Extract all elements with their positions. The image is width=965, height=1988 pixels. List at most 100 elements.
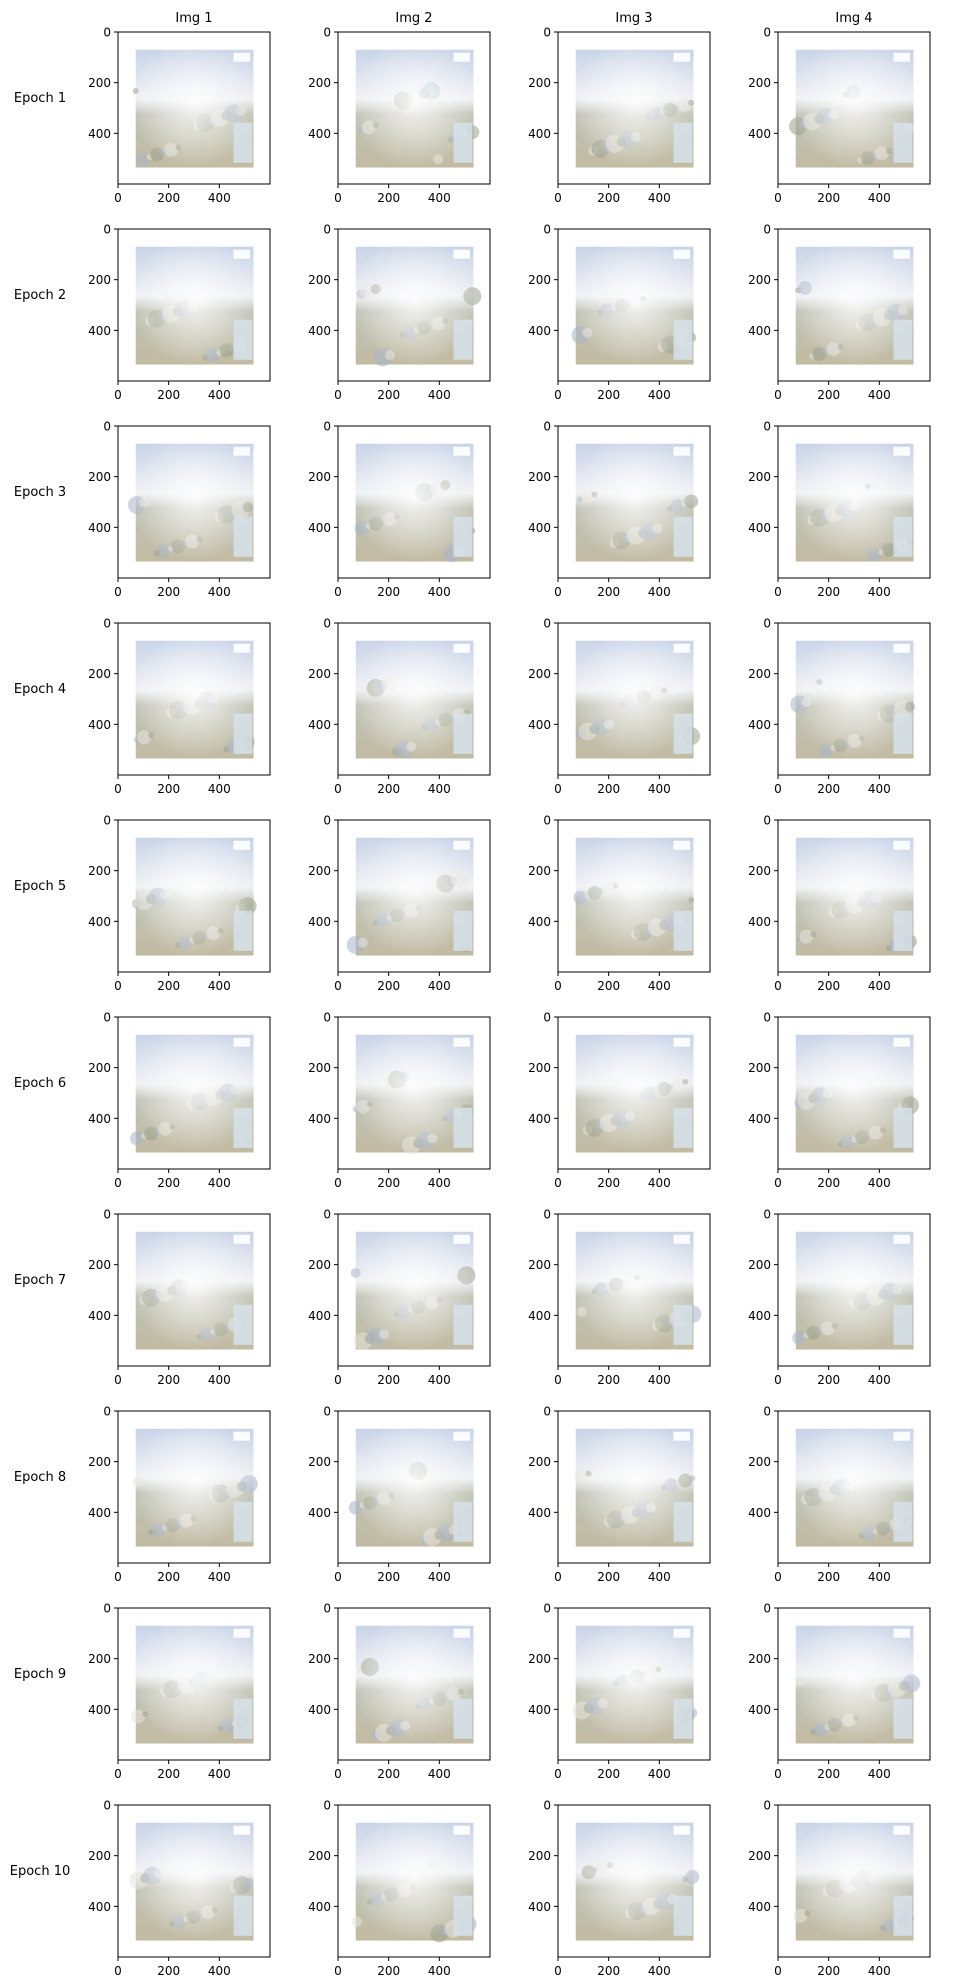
y-tick-label: 400 xyxy=(748,1703,771,1717)
x-tick-label: 200 xyxy=(817,388,840,402)
y-tick-label: 200 xyxy=(308,273,331,287)
generated-sample-image-icon xyxy=(575,49,695,168)
axes-frame xyxy=(557,622,711,776)
x-tick-label: 200 xyxy=(377,585,400,599)
sample-panel: 0 200 400 0 200 400 xyxy=(88,420,271,599)
x-tick-label: 400 xyxy=(648,585,671,599)
y-tick-label: 200 xyxy=(88,470,111,484)
column-header: Img 1 xyxy=(175,11,212,26)
y-tick-label: 200 xyxy=(88,1849,111,1863)
y-tick-label: 400 xyxy=(748,718,771,732)
generated-sample-image-icon xyxy=(132,49,254,168)
generated-sample-image-icon xyxy=(571,246,697,365)
x-tick-label: 200 xyxy=(817,1176,840,1190)
generated-sample-image-icon xyxy=(135,246,254,365)
y-tick-label: 0 xyxy=(543,26,551,40)
generated-sample-image-icon xyxy=(575,1822,700,1941)
y-tick-label: 400 xyxy=(748,127,771,141)
y-tick-label: 400 xyxy=(528,1112,551,1126)
y-tick-label: 0 xyxy=(543,1799,551,1813)
x-tick-label: 0 xyxy=(774,388,782,402)
generated-sample-image-icon xyxy=(795,1428,914,1547)
axes-frame xyxy=(117,31,271,185)
generated-sample-image-icon xyxy=(350,1231,476,1351)
x-tick-label: 400 xyxy=(428,191,451,205)
y-tick-label: 200 xyxy=(748,1849,771,1863)
axes-frame xyxy=(777,622,931,776)
x-tick-label: 0 xyxy=(774,1964,782,1978)
y-tick-label: 400 xyxy=(528,127,551,141)
x-tick-label: 200 xyxy=(377,979,400,993)
y-tick-label: 200 xyxy=(308,1849,331,1863)
x-tick-label: 200 xyxy=(817,191,840,205)
x-tick-label: 400 xyxy=(648,1373,671,1387)
x-tick-label: 0 xyxy=(554,388,562,402)
x-tick-label: 0 xyxy=(554,782,562,796)
axes-frame xyxy=(117,1410,271,1564)
y-tick-label: 400 xyxy=(308,127,331,141)
x-tick-label: 0 xyxy=(114,1767,122,1781)
x-tick-label: 200 xyxy=(817,1570,840,1584)
x-tick-label: 0 xyxy=(334,388,342,402)
axes-frame xyxy=(337,819,491,973)
generated-sample-image-icon xyxy=(351,1822,477,1943)
sample-panel: 0 200 400 0 200 400 xyxy=(88,1602,271,1781)
generated-sample-image-icon xyxy=(355,1625,474,1744)
axes-frame xyxy=(557,819,711,973)
x-tick-label: 400 xyxy=(648,1570,671,1584)
y-tick-label: 200 xyxy=(308,1258,331,1272)
y-tick-label: 0 xyxy=(323,1011,331,1025)
axes-frame xyxy=(777,228,931,382)
sample-panel: 0 200 400 0 200 400 xyxy=(748,1208,931,1387)
column-header: Img 2 xyxy=(395,11,432,26)
sample-panel: 0 200 400 0 200 400 xyxy=(308,26,491,205)
row-label: Epoch 5 xyxy=(14,879,66,894)
generated-sample-image-icon xyxy=(793,1822,915,1941)
x-tick-label: 0 xyxy=(554,1767,562,1781)
y-tick-label: 200 xyxy=(748,1258,771,1272)
generated-sample-image-icon xyxy=(133,1428,258,1547)
y-tick-label: 400 xyxy=(528,1900,551,1914)
x-tick-label: 200 xyxy=(817,1767,840,1781)
sample-panel: 0 200 400 0 200 400 xyxy=(308,1208,491,1387)
x-tick-label: 400 xyxy=(648,782,671,796)
row-label: Epoch 1 xyxy=(14,91,66,106)
y-tick-label: 0 xyxy=(323,420,331,434)
y-tick-label: 0 xyxy=(763,1405,771,1419)
x-tick-label: 200 xyxy=(157,979,180,993)
row-label: Epoch 4 xyxy=(14,682,66,697)
y-tick-label: 200 xyxy=(528,667,551,681)
axes-frame xyxy=(337,1410,491,1564)
generated-sample-image-icon xyxy=(572,1625,698,1744)
x-tick-label: 0 xyxy=(114,388,122,402)
generated-sample-image-icon xyxy=(795,443,914,562)
sample-panel: 0 200 400 0 200 400 xyxy=(748,1011,931,1190)
axes-frame xyxy=(557,1804,711,1958)
y-tick-label: 200 xyxy=(88,864,111,878)
row-label: Epoch 10 xyxy=(10,1864,70,1879)
x-tick-label: 200 xyxy=(597,979,620,993)
y-tick-label: 0 xyxy=(103,1602,111,1616)
y-tick-label: 400 xyxy=(88,127,111,141)
sample-panel: 0 200 400 0 200 400 xyxy=(88,26,271,205)
generated-sample-image-icon xyxy=(789,49,914,168)
generated-sample-image-icon xyxy=(346,837,474,956)
y-tick-label: 0 xyxy=(763,420,771,434)
x-tick-label: 400 xyxy=(208,191,231,205)
y-tick-label: 200 xyxy=(308,667,331,681)
y-tick-label: 200 xyxy=(308,1061,331,1075)
axes-frame xyxy=(117,1016,271,1170)
y-tick-label: 200 xyxy=(308,1652,331,1666)
generated-sample-image-icon xyxy=(574,1428,696,1547)
x-tick-label: 200 xyxy=(597,388,620,402)
y-tick-label: 400 xyxy=(308,1506,331,1520)
x-tick-label: 200 xyxy=(597,1767,620,1781)
x-tick-label: 0 xyxy=(554,1176,562,1190)
generated-sample-image-icon xyxy=(794,1034,919,1153)
y-tick-label: 200 xyxy=(748,1455,771,1469)
x-tick-label: 400 xyxy=(868,979,891,993)
x-tick-label: 200 xyxy=(157,1176,180,1190)
y-tick-label: 200 xyxy=(528,1849,551,1863)
x-tick-label: 0 xyxy=(334,1570,342,1584)
x-tick-label: 200 xyxy=(597,191,620,205)
